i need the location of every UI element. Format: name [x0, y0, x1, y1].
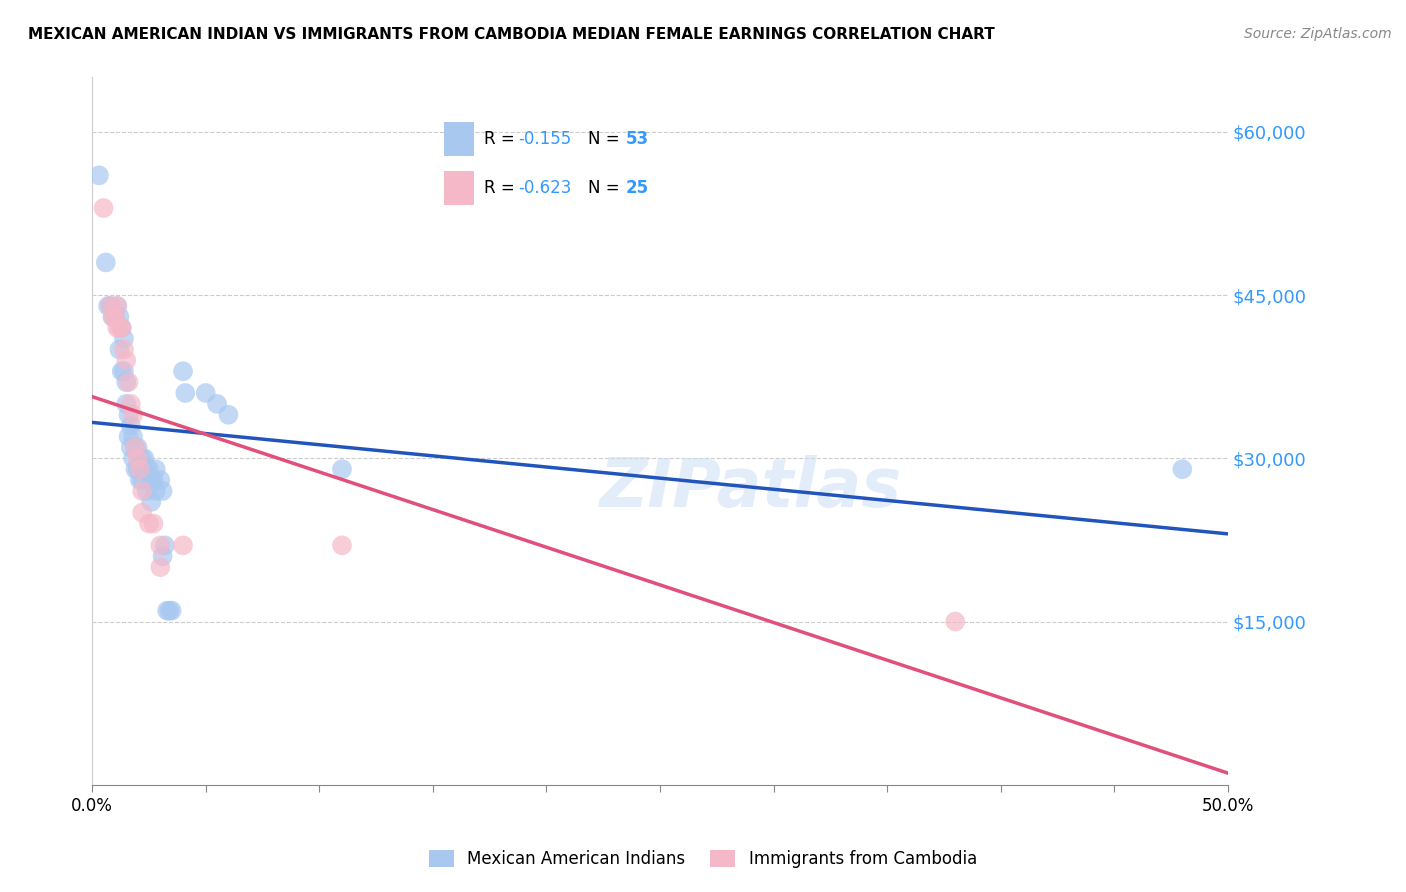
Point: [142, 473, 165, 487]
Point: [138, 516, 160, 531]
Point: [105, 299, 128, 313]
Text: ZIPatlas: ZIPatlas: [600, 455, 901, 521]
Point: [128, 451, 150, 466]
Point: [111, 320, 134, 334]
Point: [111, 320, 134, 334]
Point: [138, 462, 160, 476]
Point: [127, 441, 149, 455]
Point: [108, 320, 131, 334]
Point: [122, 451, 145, 466]
Point: [120, 441, 142, 455]
Point: [104, 310, 127, 324]
Point: [127, 451, 149, 466]
Point: [1171, 462, 1194, 476]
Point: [152, 549, 174, 564]
Point: [112, 364, 135, 378]
Point: [174, 386, 197, 401]
Point: [98, 299, 121, 313]
Point: [124, 441, 146, 455]
Point: [194, 386, 217, 401]
Point: [135, 462, 157, 476]
Point: [131, 451, 153, 466]
Point: [330, 462, 353, 476]
Point: [217, 408, 239, 422]
Point: [205, 397, 228, 411]
Point: [127, 462, 149, 476]
Point: [108, 343, 131, 357]
Point: [111, 364, 134, 378]
Point: [94, 255, 117, 269]
Point: [124, 462, 146, 476]
Point: [149, 538, 172, 552]
Point: [124, 441, 146, 455]
Point: [131, 483, 153, 498]
Point: [105, 299, 128, 313]
Point: [330, 538, 353, 552]
Point: [145, 462, 167, 476]
Point: [142, 516, 165, 531]
Point: [112, 332, 135, 346]
Point: [145, 483, 167, 498]
Point: [87, 169, 110, 183]
Point: [149, 560, 172, 574]
Text: Source: ZipAtlas.com: Source: ZipAtlas.com: [1244, 27, 1392, 41]
Point: [156, 604, 179, 618]
Point: [104, 310, 127, 324]
Point: [93, 201, 115, 215]
Point: [128, 462, 150, 476]
Point: [101, 310, 124, 324]
Point: [101, 310, 124, 324]
Point: [98, 299, 121, 313]
Point: [122, 429, 145, 443]
Point: [112, 343, 135, 357]
Point: [157, 604, 180, 618]
Point: [134, 462, 156, 476]
Point: [120, 397, 142, 411]
Point: [120, 418, 142, 433]
Point: [172, 364, 194, 378]
Point: [115, 353, 138, 368]
Point: [108, 310, 131, 324]
Point: [172, 538, 194, 552]
Point: [115, 375, 138, 389]
Point: [131, 473, 153, 487]
Legend: Mexican American Indians, Immigrants from Cambodia: Mexican American Indians, Immigrants fro…: [422, 843, 984, 875]
Point: [105, 320, 128, 334]
Point: [128, 473, 150, 487]
Point: [117, 375, 139, 389]
Point: [160, 604, 183, 618]
Point: [131, 506, 153, 520]
Point: [141, 495, 163, 509]
Point: [149, 473, 172, 487]
Text: MEXICAN AMERICAN INDIAN VS IMMIGRANTS FROM CAMBODIA MEDIAN FEMALE EARNINGS CORRE: MEXICAN AMERICAN INDIAN VS IMMIGRANTS FR…: [28, 27, 995, 42]
Point: [135, 483, 157, 498]
Point: [115, 397, 138, 411]
Point: [122, 408, 145, 422]
Point: [97, 299, 120, 313]
Point: [117, 408, 139, 422]
Point: [943, 615, 966, 629]
Point: [152, 483, 174, 498]
Point: [117, 429, 139, 443]
Point: [153, 538, 176, 552]
Point: [134, 451, 156, 466]
Point: [141, 473, 163, 487]
